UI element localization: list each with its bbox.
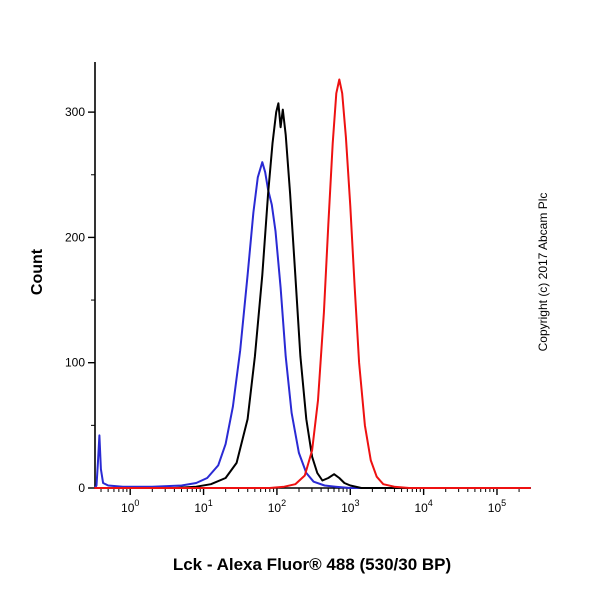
y-tick-label: 100: [65, 356, 85, 370]
y-axis-label: Count: [29, 248, 46, 296]
y-tick-label: 200: [65, 230, 85, 244]
x-axis-label: Lck - Alexa Fluor® 488 (530/30 BP): [172, 555, 452, 574]
red-curve: [94, 78, 531, 489]
y-tick-label: 300: [65, 105, 85, 119]
x-tick-label: 104: [414, 498, 432, 515]
copyright-text: Copyright (c) 2017 Abcam Plc: [536, 192, 550, 352]
blue-curve: [94, 161, 531, 489]
x-tick-label: 102: [268, 498, 286, 515]
y-tick-label: 0: [78, 481, 85, 495]
x-tick-label: 100: [121, 498, 139, 515]
x-tick-label: 105: [488, 498, 506, 515]
x-tick-label: 103: [341, 498, 359, 515]
black-curve: [94, 102, 531, 489]
x-tick-label: 101: [194, 498, 212, 515]
